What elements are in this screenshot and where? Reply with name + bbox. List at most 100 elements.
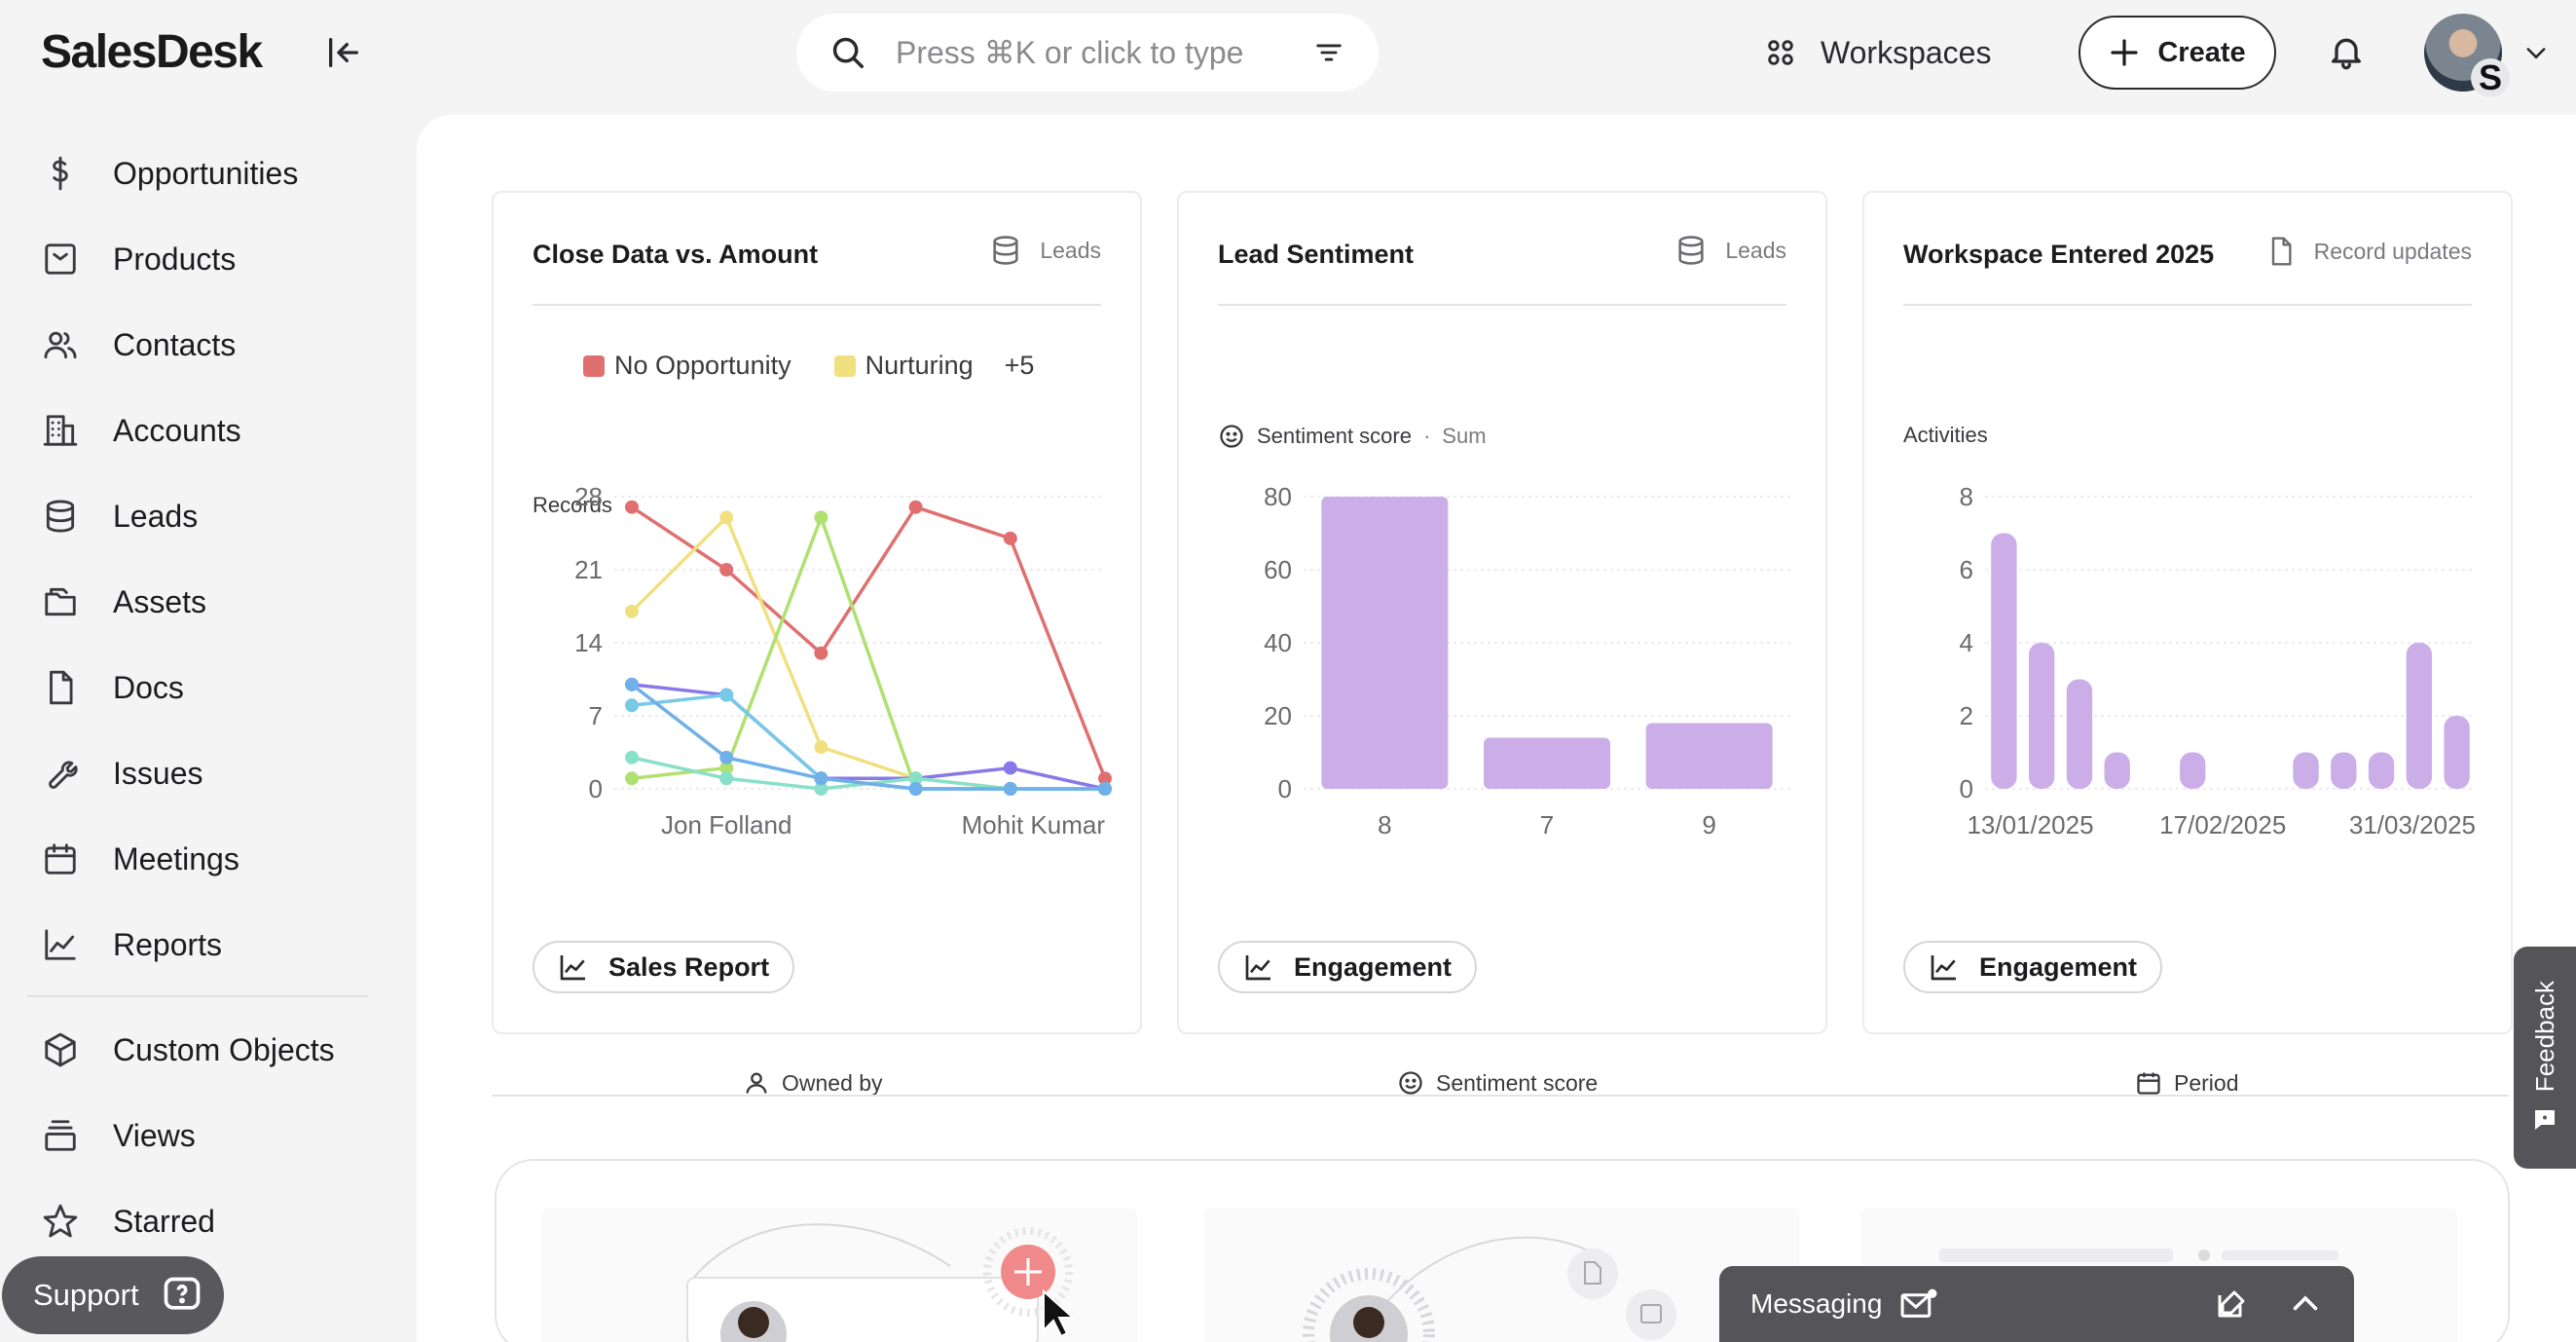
sidebar-item-label: Starred — [113, 1203, 215, 1239]
collapse-sidebar-icon[interactable] — [324, 33, 363, 72]
bar — [2406, 643, 2433, 789]
onboarding-tile[interactable] — [1203, 1208, 1799, 1342]
y-tick-label: 4 — [1960, 628, 1973, 657]
y-tick-label: 0 — [589, 774, 603, 803]
smile-icon — [1397, 1069, 1424, 1097]
sidebar-item-opportunities[interactable]: Opportunities — [41, 144, 298, 203]
chart-line-icon — [1929, 951, 1960, 983]
card-source-label: Record updates — [2313, 238, 2472, 264]
y-tick-label: 7 — [589, 701, 603, 730]
data-point — [1003, 761, 1017, 775]
workspaces-button[interactable]: Workspaces — [1764, 29, 1991, 76]
feedback-label: Feedback — [2529, 980, 2559, 1093]
data-point — [625, 500, 639, 514]
card-source: Leads — [1674, 234, 1786, 267]
app-logo[interactable]: SalesDesk — [41, 26, 263, 78]
sidebar-item-leads[interactable]: Leads — [41, 487, 198, 545]
metric-caption: Sentiment score · Sum — [1218, 423, 1487, 450]
x-axis-caption: Owned by — [743, 1069, 883, 1097]
chart-line-icon — [41, 925, 80, 964]
sidebar-item-label: Products — [113, 241, 237, 277]
onboarding-tile[interactable] — [541, 1208, 1137, 1342]
notifications-bell-icon[interactable] — [2327, 31, 2366, 72]
compose-icon[interactable] — [2214, 1286, 2249, 1322]
search-placeholder[interactable]: Press ⌘K or click to type — [896, 35, 1244, 70]
bar — [1991, 533, 2017, 789]
expand-chevron-up-icon[interactable] — [2288, 1286, 2323, 1322]
line-chart: 0 7 14 21 28 Jon Folland Mohit Kumar — [574, 482, 1112, 839]
x-axis-caption-label: Sentiment score — [1436, 1069, 1599, 1096]
sidebar-item-products[interactable]: Products — [41, 230, 236, 288]
sidebar-item-starred[interactable]: Starred — [41, 1192, 215, 1250]
bar-chart: 0 20 40 60 80 8 7 9 — [1264, 482, 1790, 839]
card-source: Record updates — [2265, 234, 2472, 269]
sidebar-item-label: Contacts — [113, 326, 237, 362]
support-chat-icon — [161, 1274, 203, 1317]
sales-report-button[interactable]: Sales Report — [533, 941, 795, 993]
series-line — [631, 504, 1107, 779]
sidebar-item-docs[interactable]: Docs — [41, 658, 184, 717]
data-point — [625, 750, 639, 764]
search-bar[interactable]: Press ⌘K or click to type — [796, 14, 1379, 92]
y-tick-label: 6 — [1960, 555, 1973, 584]
data-point — [719, 750, 734, 764]
engagement-button[interactable]: Engagement — [1903, 941, 2163, 993]
legend-item[interactable]: No Opportunity — [571, 345, 803, 387]
mail-notification-icon — [1899, 1287, 1938, 1321]
filter-icon[interactable] — [1312, 36, 1345, 69]
data-point — [1003, 531, 1017, 545]
sidebar-item-issues[interactable]: Issues — [41, 744, 202, 802]
sidebar-item-custom-objects[interactable]: Custom Objects — [41, 1021, 335, 1079]
aggregation-label: Sum — [1442, 424, 1487, 448]
onboarding-illustration — [686, 1223, 1076, 1342]
sidebar-item-reports[interactable]: Reports — [41, 915, 222, 974]
document-icon — [41, 668, 80, 707]
x-axis-caption-label: Period — [2174, 1069, 2239, 1096]
account-chevron-down-icon[interactable] — [2520, 39, 2553, 66]
legend-more[interactable]: +5 — [1004, 351, 1035, 380]
database-icon — [41, 497, 80, 536]
sidebar-item-contacts[interactable]: Contacts — [41, 316, 236, 374]
sidebar-item-assets[interactable]: Assets — [41, 573, 206, 631]
legend-swatch — [583, 354, 605, 377]
bar — [1321, 497, 1449, 789]
data-point — [908, 500, 923, 514]
legend-item[interactable]: Nurturing — [823, 345, 985, 387]
x-axis-caption-label: Owned by — [782, 1069, 883, 1096]
user-avatar[interactable]: S — [2424, 14, 2510, 97]
sidebar-item-accounts[interactable]: Accounts — [41, 401, 241, 460]
card-source-label: Leads — [1725, 237, 1786, 263]
y-tick-label: 20 — [1264, 701, 1292, 730]
y-tick-label: 80 — [1264, 482, 1292, 511]
data-point — [1098, 782, 1112, 796]
sidebar-item-label: Reports — [113, 926, 223, 962]
sidebar-item-meetings[interactable]: Meetings — [41, 830, 239, 888]
feedback-tab[interactable]: Feedback — [2514, 947, 2576, 1169]
series-line — [630, 683, 1105, 791]
create-button[interactable]: Create — [2079, 16, 2276, 90]
sidebar-item-label: Custom Objects — [113, 1031, 335, 1067]
create-label: Create — [2157, 36, 2246, 68]
data-point — [814, 510, 828, 525]
data-point — [625, 604, 639, 618]
bar — [2104, 752, 2130, 789]
bar — [2028, 643, 2055, 789]
sidebar-item-views[interactable]: Views — [41, 1106, 196, 1165]
bar — [1484, 737, 1610, 789]
y-tick-label: 2 — [1960, 701, 1973, 730]
database-icon — [989, 234, 1022, 267]
x-tick-label: 7 — [1540, 810, 1554, 839]
bar — [2293, 752, 2319, 789]
messaging-bar[interactable]: Messaging — [1719, 1266, 2354, 1342]
engagement-button[interactable]: Engagement — [1218, 941, 1478, 993]
x-tick-label: 8 — [1378, 810, 1391, 839]
data-point — [719, 688, 734, 702]
search-icon — [829, 34, 866, 71]
data-point — [719, 563, 734, 577]
support-button[interactable]: Support — [2, 1256, 224, 1334]
sidebar-item-label: Views — [113, 1117, 196, 1153]
data-point — [719, 761, 734, 775]
y-axis-caption: Activities — [1903, 423, 1988, 447]
data-point — [719, 771, 734, 786]
metric-label: Sentiment score — [1257, 424, 1412, 448]
